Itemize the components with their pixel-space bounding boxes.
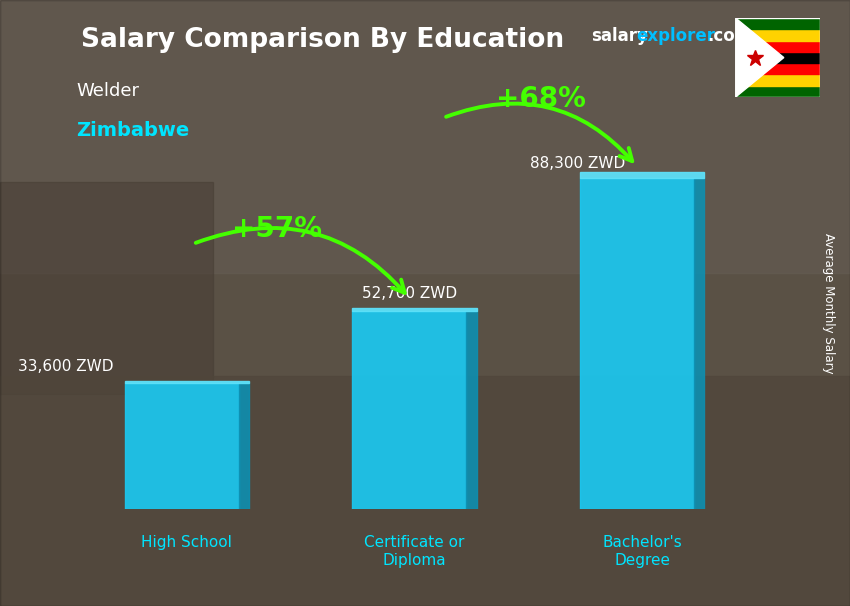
Bar — [736, 52, 820, 63]
Bar — [736, 63, 820, 75]
Text: 88,300 ZWD: 88,300 ZWD — [530, 156, 626, 171]
Bar — [353, 308, 477, 311]
Bar — [736, 85, 820, 97]
Bar — [125, 381, 249, 383]
Text: High School: High School — [141, 535, 232, 550]
Text: .com: .com — [707, 27, 752, 45]
Bar — [736, 75, 820, 85]
Bar — [736, 18, 820, 30]
Text: Zimbabwe: Zimbabwe — [76, 121, 190, 140]
Bar — [0, 376, 850, 606]
Text: 33,600 ZWD: 33,600 ZWD — [18, 359, 114, 374]
Text: Welder: Welder — [76, 82, 139, 100]
Bar — [239, 383, 249, 509]
Bar — [736, 18, 820, 97]
Bar — [125, 383, 239, 509]
Bar — [353, 311, 467, 509]
Text: explorer: explorer — [636, 27, 715, 45]
Text: salary: salary — [591, 27, 648, 45]
Bar — [736, 41, 820, 52]
Polygon shape — [736, 18, 784, 97]
Bar — [580, 178, 694, 509]
Bar — [467, 311, 477, 509]
Bar — [736, 30, 820, 41]
Text: Average Monthly Salary: Average Monthly Salary — [822, 233, 836, 373]
Text: +57%: +57% — [232, 215, 322, 243]
Bar — [694, 178, 704, 509]
Text: Bachelor's
Degree: Bachelor's Degree — [602, 535, 682, 568]
Text: Salary Comparison By Education: Salary Comparison By Education — [82, 27, 564, 53]
Text: +68%: +68% — [496, 85, 586, 113]
Bar — [0, 0, 850, 273]
Text: 52,700 ZWD: 52,700 ZWD — [362, 287, 457, 301]
Bar — [0, 182, 212, 394]
Bar — [580, 172, 704, 178]
Text: Certificate or
Diploma: Certificate or Diploma — [365, 535, 465, 568]
